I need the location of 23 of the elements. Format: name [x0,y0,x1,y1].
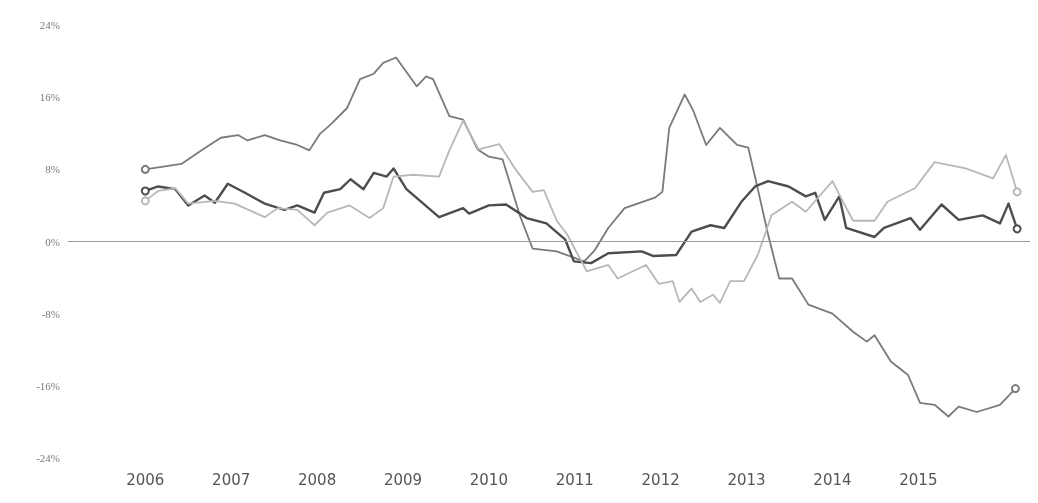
point [140,164,150,174]
x-tick-label: 2009 [383,470,423,489]
x-tick-label: 2013 [727,470,766,489]
point [140,186,150,196]
y-tick-label: -8% [41,307,60,320]
y-tick-label: 8% [45,163,60,176]
point [1010,384,1020,394]
y-tick-label: 0% [45,235,60,248]
x-tick-label: 2015 [899,470,938,489]
point [1012,187,1022,197]
x-tick-label: 2008 [298,470,337,489]
y-tick-label: -24% [36,452,60,464]
x-tick-label: 2012 [641,470,680,489]
y-tick-label: 16% [39,91,60,104]
x-tick-label: 2014 [813,470,852,489]
x-tick-label: 2010 [469,470,508,489]
x-tick-label: 2011 [555,470,594,489]
point [140,196,150,206]
x-tick-label: 2006 [126,470,165,489]
point [1012,224,1022,234]
y-tick-label: 24% [39,19,60,31]
x-tick-label: 2007 [212,470,251,489]
y-tick-label: -16% [36,379,60,392]
